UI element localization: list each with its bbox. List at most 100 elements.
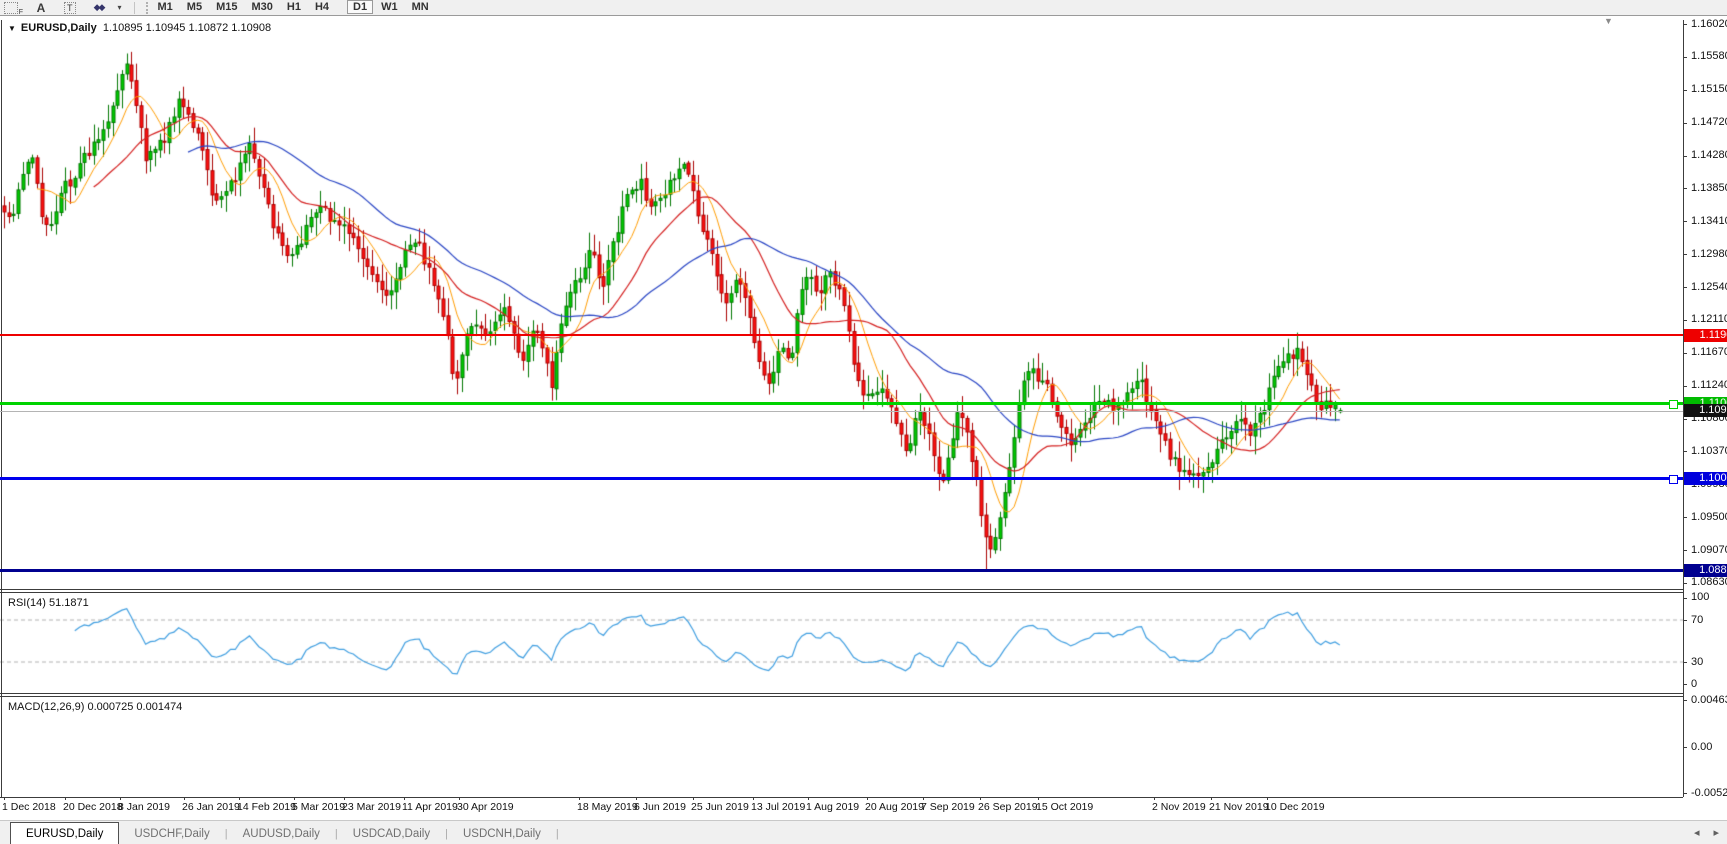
date-axis-tick bbox=[636, 797, 637, 800]
main-chart-canvas[interactable] bbox=[0, 20, 1683, 589]
price-line-badge: 1.11903 bbox=[1684, 328, 1727, 342]
timeframe-button-w1[interactable]: W1 bbox=[381, 1, 398, 13]
macd-pane-top-border bbox=[0, 696, 1683, 697]
rsi-axis-label: 100 bbox=[1691, 591, 1710, 603]
macd-axis-tick bbox=[1683, 747, 1687, 748]
macd-axis-tick bbox=[1683, 700, 1687, 701]
date-axis-label: 30 Apr 2019 bbox=[457, 801, 514, 813]
timeframe-button-m5[interactable]: M5 bbox=[186, 1, 203, 13]
date-axis-label: 26 Jan 2019 bbox=[182, 801, 240, 813]
symbol-title: EURUSD,Daily bbox=[20, 22, 97, 34]
date-axis-label: 18 May 2019 bbox=[577, 801, 638, 813]
horizontal-line-object[interactable] bbox=[0, 568, 1683, 572]
timeframe-button-m1[interactable]: M1 bbox=[157, 1, 173, 13]
chart-tab-usdcad[interactable]: USDCAD,Daily bbox=[352, 828, 431, 840]
date-axis-tick bbox=[867, 797, 868, 800]
price-axis-label: 1.16020 bbox=[1691, 17, 1727, 30]
timeframe-button-h4[interactable]: H4 bbox=[314, 1, 329, 13]
price-axis-tick bbox=[1683, 122, 1687, 124]
macd-pane-canvas[interactable] bbox=[0, 697, 1683, 797]
date-axis-tick bbox=[4, 797, 5, 800]
price-axis-label: 1.14720 bbox=[1691, 116, 1727, 129]
date-axis-tick bbox=[1154, 797, 1155, 800]
date-axis-label: 15 Oct 2019 bbox=[1036, 801, 1094, 813]
shapes-icon[interactable]: ◆◆ bbox=[93, 2, 106, 12]
date-axis-label: 26 Sep 2019 bbox=[978, 801, 1038, 813]
macd-pane-bottom-border bbox=[0, 797, 1683, 798]
date-axis-label: 7 Sep 2019 bbox=[921, 801, 975, 813]
line-endpoint-handle[interactable] bbox=[1669, 399, 1678, 409]
macd-axis-label: 0.00 bbox=[1691, 740, 1713, 753]
chart-tab-eurusd[interactable]: EURUSD,Daily bbox=[10, 822, 120, 844]
price-axis-label: 1.12980 bbox=[1691, 247, 1727, 260]
chart-tab-usdchf[interactable]: USDCHF,Daily bbox=[134, 828, 210, 840]
date-axis-tick bbox=[579, 797, 580, 800]
scroll-right-icon[interactable]: ▸ bbox=[1713, 827, 1719, 839]
timeframe-button-m15[interactable]: M15 bbox=[216, 1, 238, 13]
price-line-badge: 1.08800 bbox=[1684, 563, 1727, 577]
rsi-pane-bottom-border[interactable] bbox=[0, 693, 1683, 694]
date-axis-tick bbox=[753, 797, 754, 800]
date-axis-label: 11 Apr 2019 bbox=[402, 801, 458, 813]
timeframe-button-m30[interactable]: M30 bbox=[251, 1, 273, 13]
chart-tab-usdcnh[interactable]: USDCNH,Daily bbox=[462, 828, 541, 840]
date-axis-tick bbox=[980, 797, 981, 800]
rsi-pane-top-border bbox=[0, 592, 1683, 593]
chart-tab-audusd[interactable]: AUDUSD,Daily bbox=[242, 828, 320, 840]
line-endpoint-handle[interactable] bbox=[1669, 475, 1678, 485]
price-axis-tick bbox=[1683, 89, 1687, 91]
scroll-left-icon[interactable]: ◂ bbox=[1693, 827, 1700, 839]
macd-current-values: 0.000725 0.001474 bbox=[87, 701, 183, 713]
date-axis-label: 10 Dec 2019 bbox=[1265, 801, 1325, 813]
price-axis-tick bbox=[1683, 418, 1687, 420]
ohlc-values: 1.10895 1.10945 1.10872 1.10908 bbox=[102, 22, 272, 34]
horizontal-line-object[interactable] bbox=[0, 477, 1683, 481]
price-axis-tick bbox=[1683, 221, 1687, 223]
date-axis-tick bbox=[808, 797, 809, 800]
rsi-axis-tick bbox=[1683, 684, 1687, 685]
rsi-axis-label: 0 bbox=[1691, 677, 1698, 690]
date-axis-label: 20 Aug 2019 bbox=[865, 801, 924, 813]
chart-header: ▼ EURUSD,Daily 1.10895 1.10945 1.10872 1.… bbox=[8, 22, 271, 34]
date-axis-tick bbox=[1267, 797, 1268, 800]
chart-shift-marker-icon[interactable]: ▼ bbox=[1604, 16, 1613, 26]
price-axis-tick bbox=[1683, 254, 1687, 256]
price-axis-label: 1.11670 bbox=[1691, 346, 1727, 359]
date-axis-label: 6 Jun 2019 bbox=[634, 801, 686, 813]
price-axis-tick bbox=[1683, 56, 1687, 58]
text-label-icon[interactable]: A bbox=[36, 0, 46, 15]
crosshair-grid-icon[interactable]: F bbox=[0, 1, 23, 16]
price-axis-tick bbox=[1683, 319, 1687, 321]
date-axis-tick bbox=[239, 797, 240, 800]
price-axis-label: 1.09500 bbox=[1691, 510, 1727, 523]
price-axis-tick bbox=[1683, 24, 1687, 25]
date-axis-tick bbox=[294, 797, 295, 800]
date-axis-label: 21 Nov 2019 bbox=[1209, 801, 1269, 813]
tab-scroll-arrows: ◂ ▸ bbox=[1694, 826, 1719, 839]
horizontal-line-object[interactable] bbox=[0, 334, 1683, 337]
tab-separator: | bbox=[445, 828, 448, 840]
tab-strip: EURUSD,Daily USDCHF,Daily | AUDUSD,Daily | US… bbox=[0, 822, 559, 844]
horizontal-line-object[interactable] bbox=[0, 401, 1683, 405]
tab-separator: | bbox=[334, 828, 338, 840]
timeframe-button-d1[interactable]: D1 bbox=[347, 0, 374, 14]
rsi-pane-canvas[interactable] bbox=[0, 593, 1683, 693]
current-price-line bbox=[0, 410, 1683, 412]
collapse-triangle-icon[interactable]: ▼ bbox=[8, 24, 16, 33]
timeframe-button-mn[interactable]: MN bbox=[411, 1, 429, 13]
price-axis-tick bbox=[1683, 155, 1687, 157]
rsi-current-value: 51.1871 bbox=[48, 597, 89, 609]
timeframe-button-h1[interactable]: H1 bbox=[286, 1, 301, 13]
tab-separator: | bbox=[555, 828, 559, 840]
rsi-indicator-label: RSI(14) 51.1871 bbox=[8, 597, 89, 609]
dropdown-caret-icon[interactable]: ▾ bbox=[117, 3, 122, 12]
price-axis-tick bbox=[1683, 451, 1687, 453]
price-axis-label: 1.09070 bbox=[1691, 543, 1727, 556]
date-axis-tick bbox=[184, 797, 185, 800]
text-box-icon[interactable]: T bbox=[50, 1, 76, 14]
price-axis-tick bbox=[1683, 385, 1687, 387]
date-axis-tick bbox=[344, 797, 345, 800]
date-axis-label: 25 Jun 2019 bbox=[691, 801, 749, 813]
toolbar-drag-handle[interactable] bbox=[145, 1, 151, 14]
